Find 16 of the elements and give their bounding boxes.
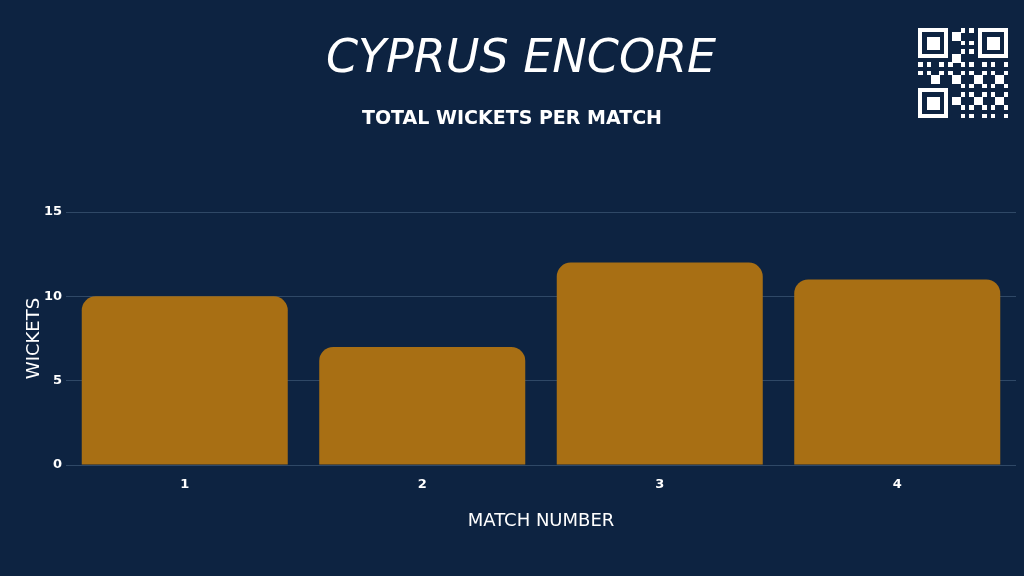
y-tick-label: 15 (43, 203, 62, 219)
x-tick-label: 1 (180, 476, 190, 492)
x-tick-label: 3 (655, 476, 665, 492)
bar (319, 346, 526, 465)
y-tick-label: 0 (52, 456, 62, 472)
chart-title: CYPRUS ENCORE (325, 28, 717, 83)
y-axis-title: WICKETS (22, 297, 44, 380)
y-tick-label: 10 (43, 287, 62, 303)
x-tick-label: 4 (892, 476, 902, 492)
y-tick-label: 5 (52, 372, 62, 388)
bar (556, 262, 763, 465)
x-axis-title: MATCH NUMBER (467, 508, 615, 530)
bar (794, 279, 1001, 465)
chart-subtitle: TOTAL WICKETS PER MATCH (361, 105, 663, 128)
bar (81, 296, 288, 465)
x-tick-label: 2 (417, 476, 427, 492)
